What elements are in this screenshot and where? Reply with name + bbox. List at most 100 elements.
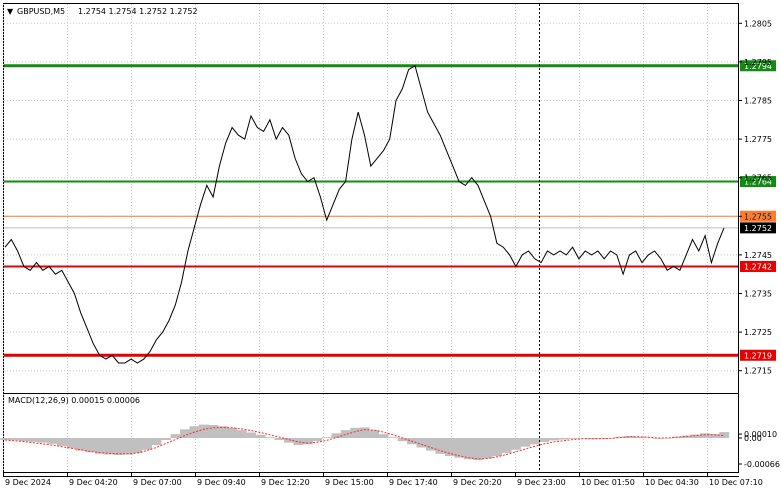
macd-bar [312,438,323,442]
macd-bar [662,438,673,439]
x-tick-label: 10 Dec 04:30 [645,478,699,487]
macd-bar [227,427,238,438]
macd-y-tick-label: -0.00066 [744,460,780,469]
macd-y-tick-label: 0.00 [744,434,762,443]
macd-bar [19,438,29,442]
macd-bar [57,438,67,446]
macd-bar [473,438,484,461]
macd-bar [530,438,540,445]
macd-bar [255,434,266,438]
macd-bar [444,438,455,457]
macd-bar [596,438,607,439]
macd-panel [0,393,739,461]
y-tick-label: 1.2725 [744,328,772,337]
macd-bar [511,438,521,450]
x-tick-label: 10 Dec 01:50 [581,478,635,487]
level-tag-bg [740,176,776,188]
x-tick-label: 9 Dec 20:20 [453,478,502,487]
macd-bar [549,438,559,441]
macd-bar [558,438,569,440]
macd-bar [66,438,77,449]
y-tick-label: 1.2795 [744,58,772,67]
macd-bar [9,438,20,441]
time-axis: 9 Dec 2024 9 Dec 04:20 9 Dec 07:00 9 Dec 09… [3,472,763,487]
x-tick-label: 9 Dec 12:20 [261,478,310,487]
macd-bar [643,437,654,439]
y-tick-label: 1.2785 [744,97,772,106]
y-tick-label: 1.2755 [744,212,772,221]
x-tick-label: 9 Dec 23:00 [517,478,566,487]
macd-bar [303,438,313,445]
macd-label: MACD(12,26,9) 0.00015 0.00006 [8,396,140,405]
x-tick-label: 9 Dec 07:00 [133,478,182,487]
macd-bar [265,437,275,438]
x-tick-label: 9 Dec 2024 [5,478,51,487]
x-tick-label: 10 Dec 07:10 [709,478,763,487]
level-tag-bg [740,349,776,361]
y-tick-label: 1.2765 [744,174,772,183]
macd-bar [567,438,578,439]
macd-bar [690,434,701,438]
y-tick-label: 1.2715 [744,367,772,376]
macd-bar [236,430,247,438]
macd-bar [634,436,644,438]
macd-bar [217,426,228,438]
macd-bar [132,438,143,453]
macd-bar [482,438,493,459]
macd-bar [113,438,124,455]
macd-bar [378,434,389,438]
x-tick-label: 9 Dec 15:00 [325,478,374,487]
x-tick-label: 9 Dec 09:40 [197,478,246,487]
macd-bar [492,438,502,457]
macd-bar [700,433,711,438]
macd-bar [161,438,171,440]
macd-bar [350,427,361,438]
macd-bar [321,437,332,438]
macd-bar [274,438,285,440]
macd-bar [454,438,465,458]
level-tag-label: 1.2742 [744,262,772,271]
macd-bar [397,438,408,442]
macd-bar [539,438,550,442]
price-line [4,65,725,364]
macd-bar [435,438,446,454]
level-tag-label: 1.2755 [744,212,772,221]
level-lines: 1.2794 1.2764 1.2755 1.2752 1.2742 1.2719 [4,60,776,361]
macd-bar [208,425,219,438]
level-tag-label: 1.2794 [744,62,772,71]
macd-bar [577,438,588,439]
macd-bar [47,438,58,444]
macd-bar [426,438,436,451]
macd-bar [180,429,190,438]
macd-bar [284,438,294,443]
y-tick-label: 1.2775 [744,135,772,144]
ohlc-label: 1.2754 1.2754 1.2752 1.2752 [78,7,198,16]
macd-bar [501,438,512,453]
macd-bar [293,438,304,446]
chart-menu-icon[interactable]: ▼ [7,7,14,16]
macd-bar [76,438,86,451]
macd-bar [331,433,342,438]
macd-bar [359,427,370,438]
macd-bar [369,430,379,438]
macd-bar [463,438,474,460]
macd-bar [340,430,351,438]
level-tag-label: 1.2752 [744,224,772,233]
x-tick-label: 9 Dec 04:20 [69,478,118,487]
macd-bar [123,438,134,455]
macd-bar [653,438,663,439]
macd-bar [388,437,398,438]
macd-bar [709,434,720,438]
level-tag-label: 1.2719 [744,351,772,360]
macd-bar [94,438,105,454]
macd-y-tick-label: 0.00010 [744,430,777,439]
symbol-label: GBPUSD,M5 [17,7,65,16]
level-tag-bg [740,210,776,222]
level-tag-bg [740,222,776,234]
macd-bar [28,438,39,442]
macd-signal-line [4,426,725,460]
price-series [4,65,725,364]
macd-bar [38,438,48,443]
y-tick-label: 1.2805 [744,19,772,28]
